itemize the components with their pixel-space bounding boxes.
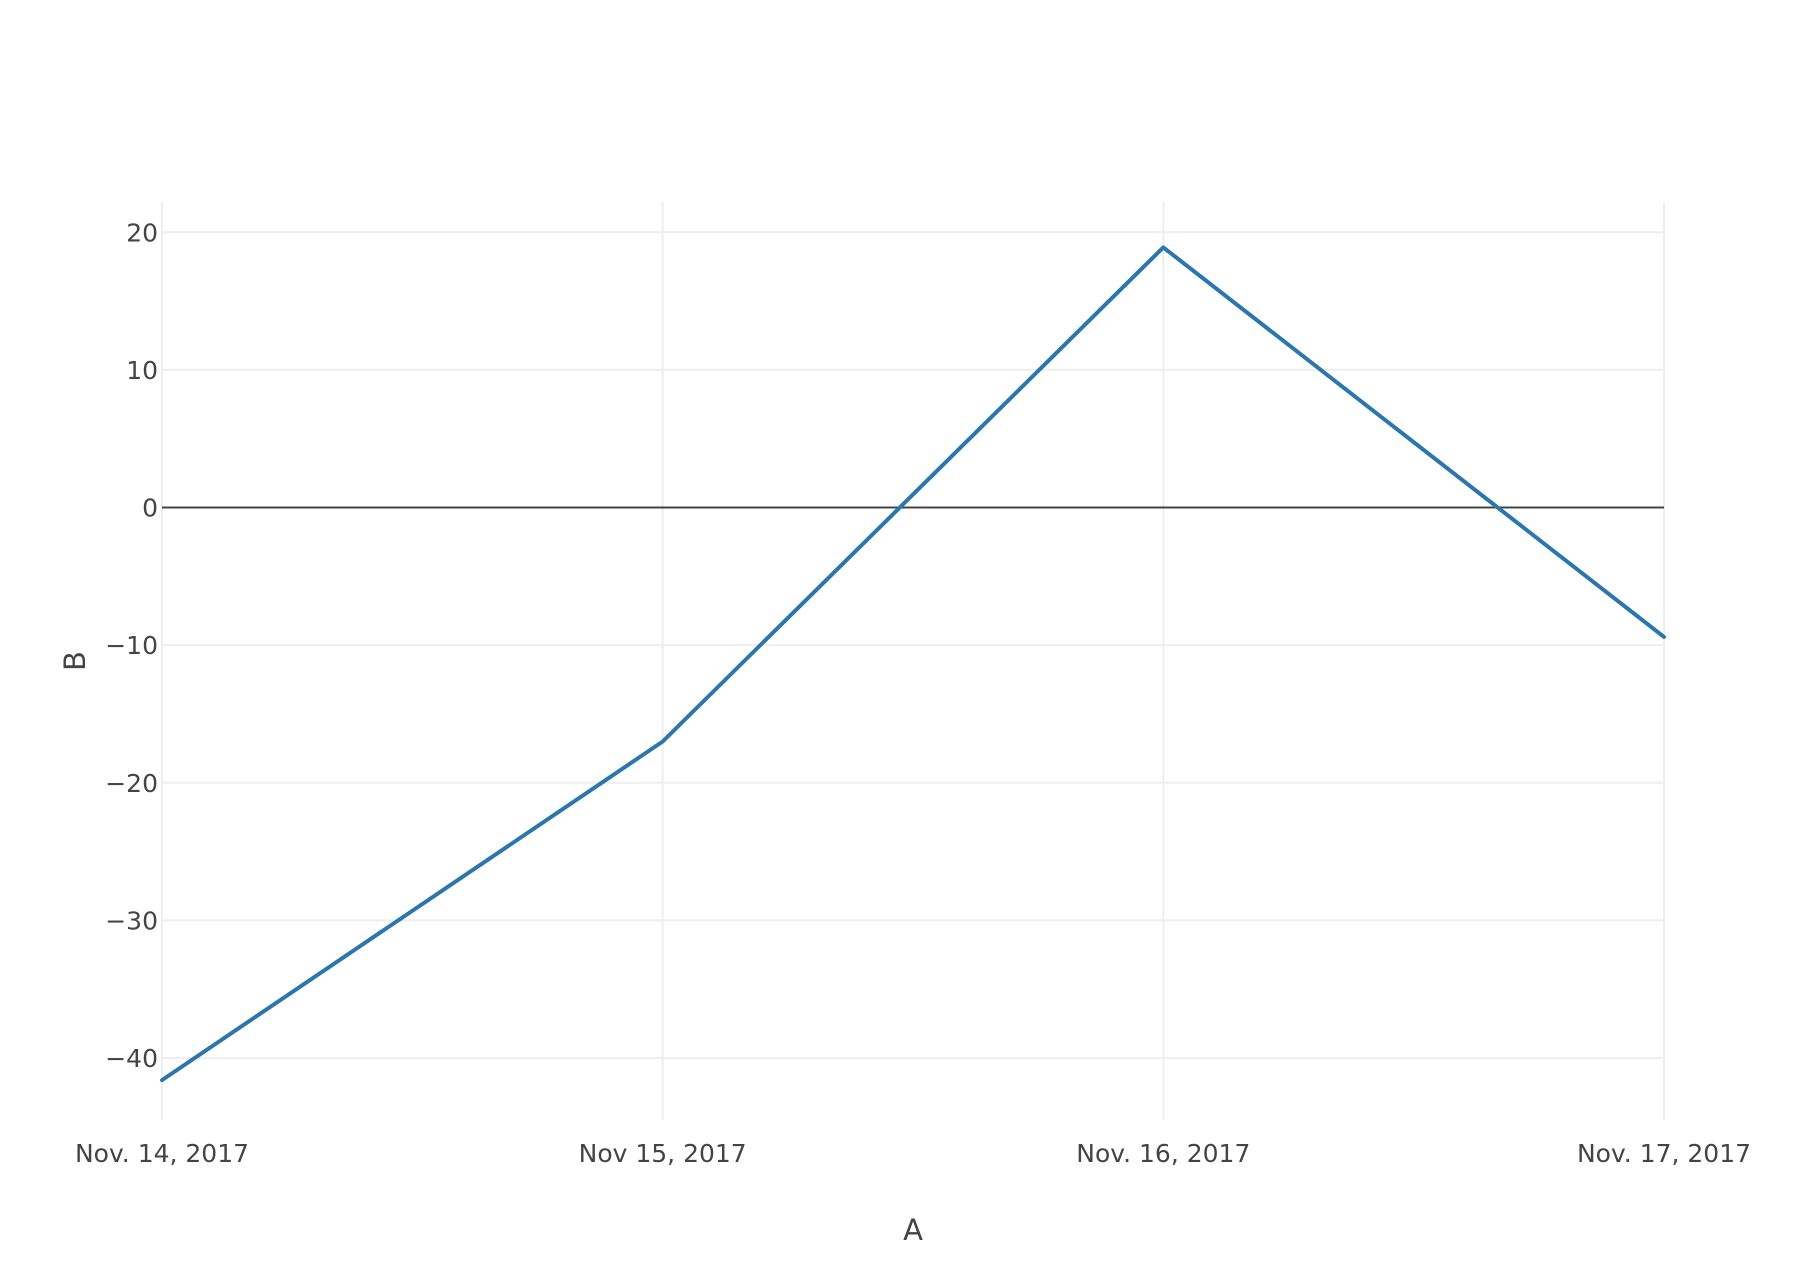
series-line-0[interactable] <box>160 245 1666 1083</box>
y-tick-label: 0 <box>142 494 158 523</box>
y-axis-title: B <box>58 651 92 671</box>
x-axis-title: A <box>903 1213 923 1247</box>
x-tick-label: Nov. 14, 2017 <box>75 1139 249 1168</box>
x-tick-labels: Nov. 14, 2017 Nov 15, 2017 Nov. 16, 2017 No… <box>75 1139 1751 1168</box>
x-tick-label: Nov. 17, 2017 <box>1577 1139 1751 1168</box>
y-tick-label: −40 <box>105 1044 158 1073</box>
x-tick-label: Nov 15, 2017 <box>579 1139 747 1168</box>
y-tick-labels: 20 10 0 −10 −20 −30 −40 <box>105 218 158 1073</box>
series-layer[interactable] <box>160 245 1666 1083</box>
y-tick-label: −30 <box>105 906 158 935</box>
x-tick-label: Nov. 16, 2017 <box>1076 1139 1250 1168</box>
y-gridlines <box>162 231 1664 1060</box>
y-tick-label: 20 <box>126 218 158 247</box>
y-tick-label: 10 <box>126 356 158 385</box>
y-tick-label: −10 <box>105 631 158 660</box>
x-gridlines <box>161 202 1665 1120</box>
y-tick-label: −20 <box>105 769 158 798</box>
